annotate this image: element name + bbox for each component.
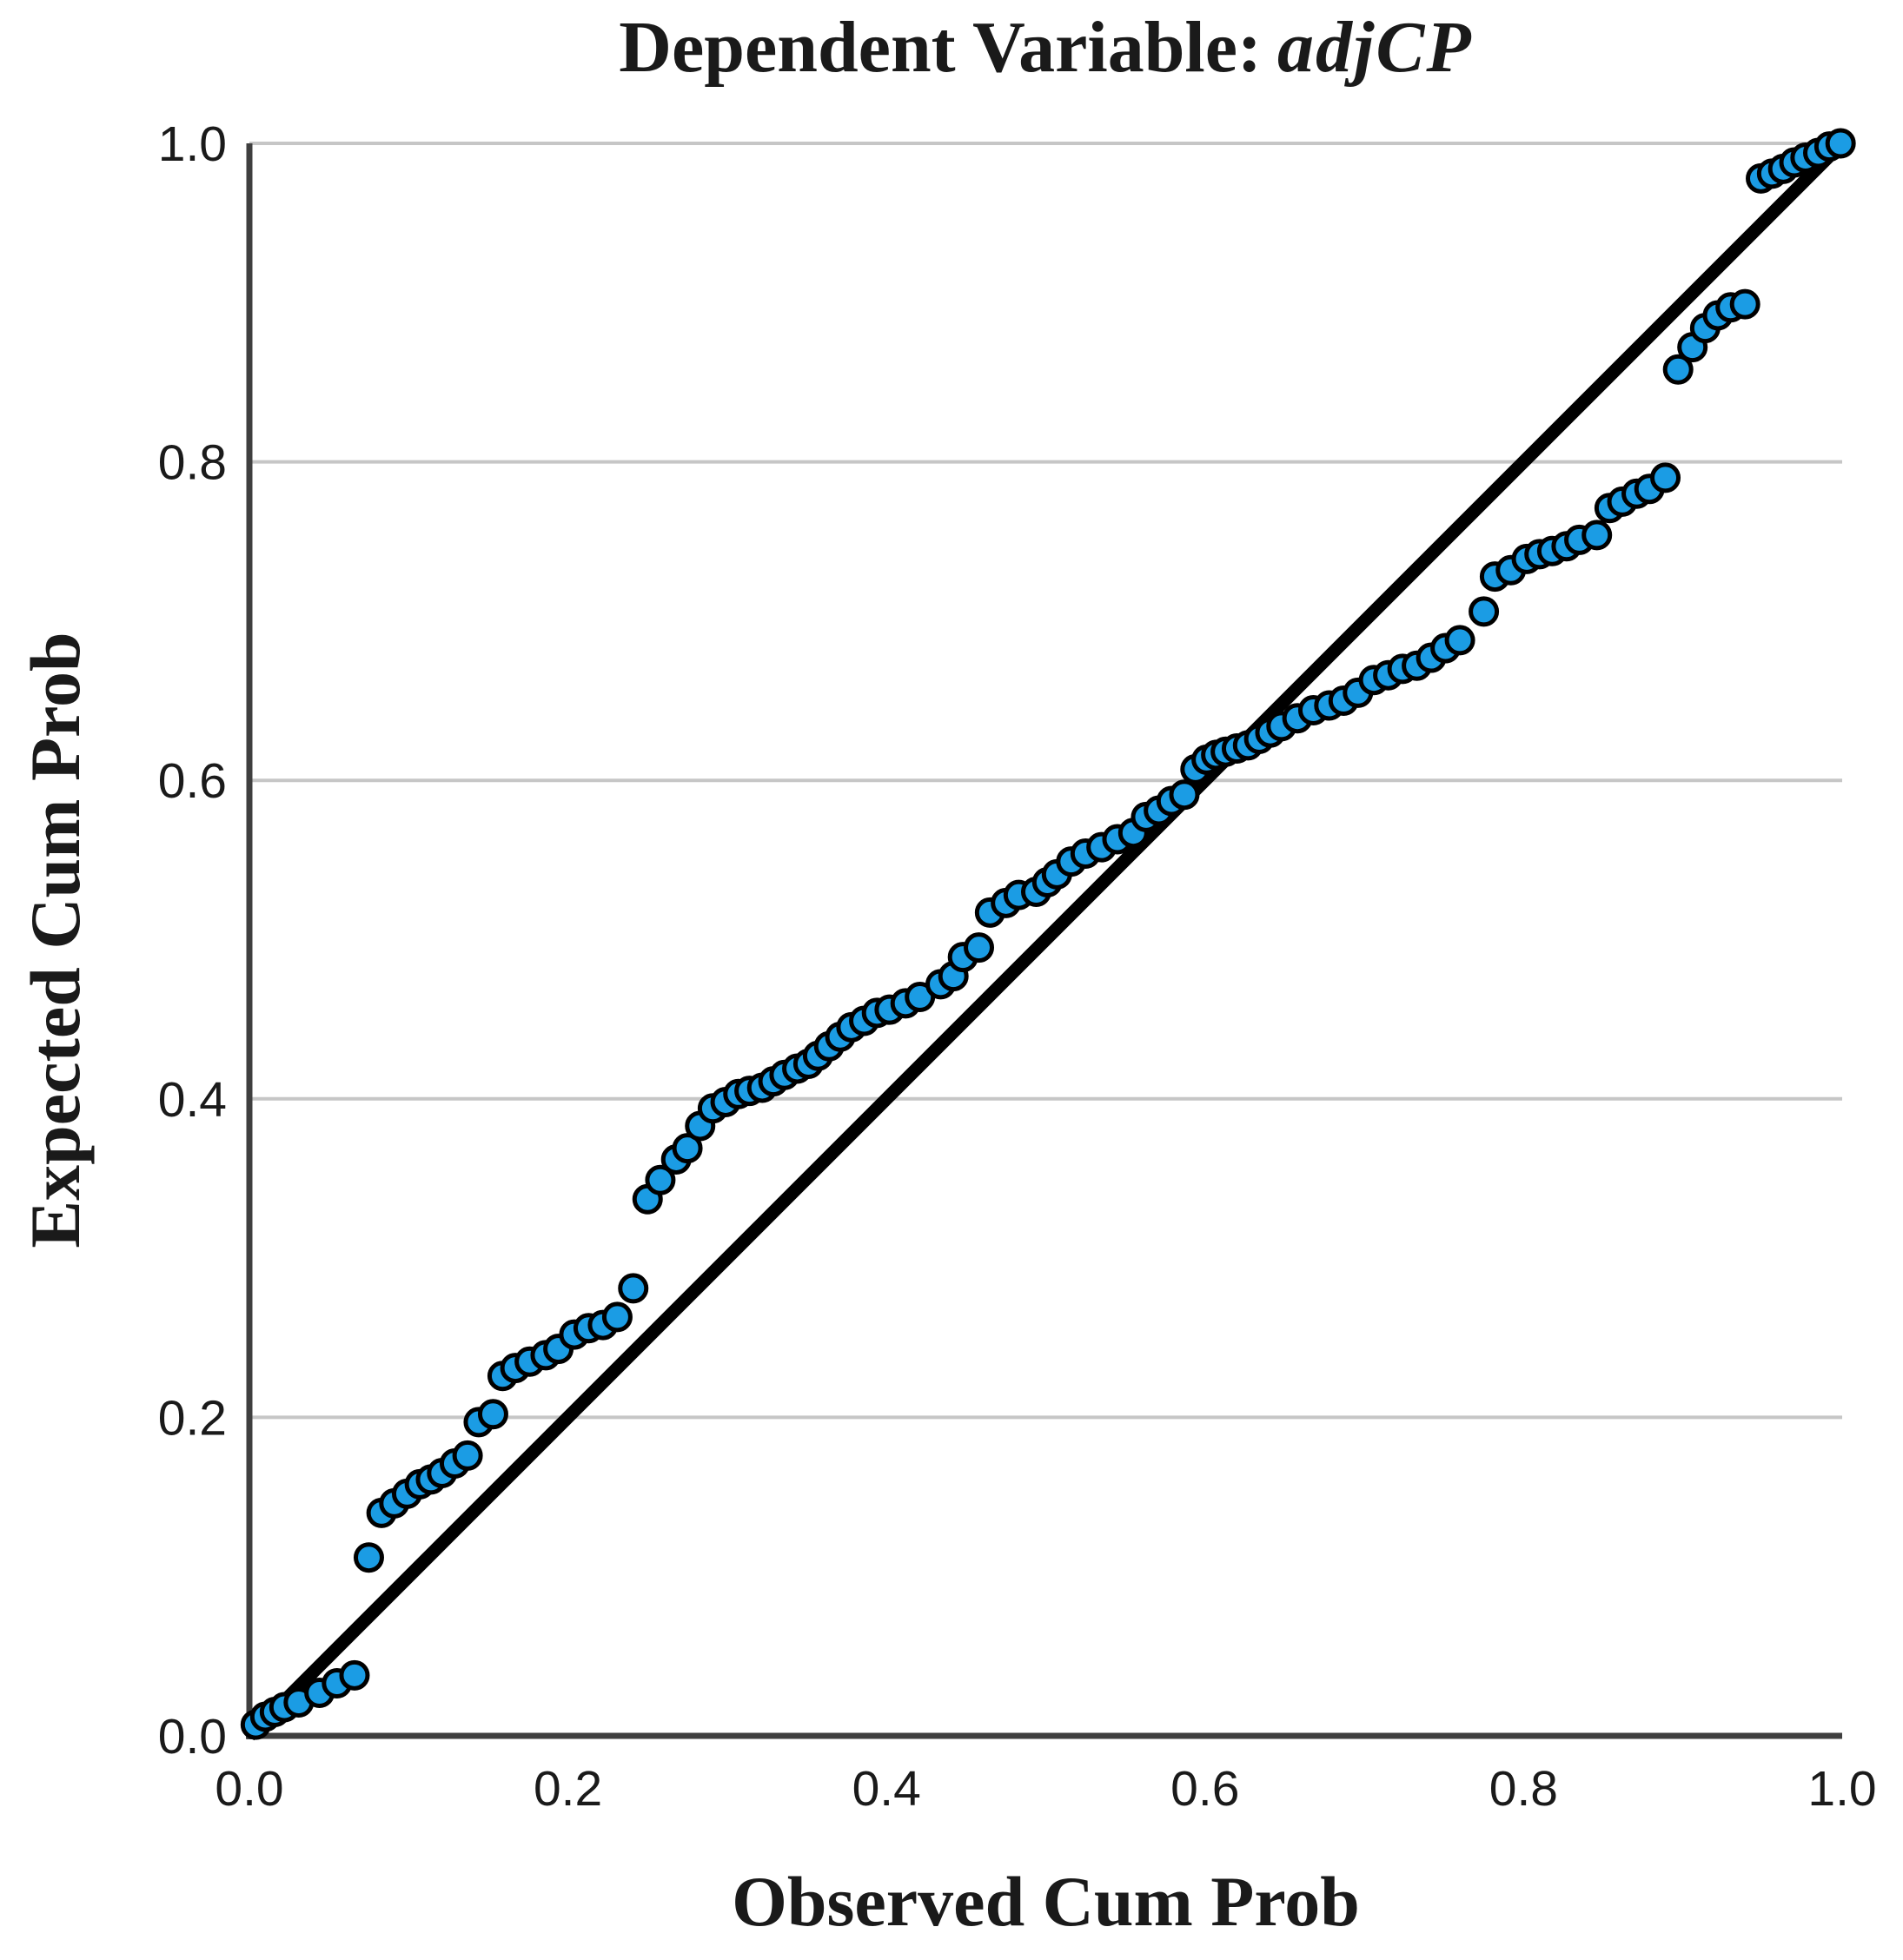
x-tick-label: 0.6: [1170, 1761, 1239, 1817]
reference-line: [244, 138, 1847, 1741]
data-point: [1581, 520, 1613, 551]
data-point: [618, 1273, 649, 1304]
data-point: [339, 1659, 370, 1691]
data-point: [601, 1301, 633, 1333]
data-point: [1650, 462, 1681, 493]
data-point: [645, 1164, 676, 1195]
x-tick-label: 0.4: [852, 1761, 921, 1817]
y-tick-label: 0.6: [158, 753, 227, 809]
x-tick-label: 1.0: [1807, 1761, 1876, 1817]
data-point: [1729, 288, 1760, 320]
chart-title-prefix: Dependent Variable:: [619, 7, 1263, 88]
data-point: [353, 1542, 384, 1573]
y-tick-label: 1.0: [158, 116, 227, 172]
y-tick-label: 0.0: [158, 1709, 227, 1765]
x-tick-label: 0.2: [534, 1761, 602, 1817]
x-axis-title: Observed Cum Prob: [732, 1862, 1360, 1941]
x-tick-label: 0.8: [1489, 1761, 1558, 1817]
data-point: [1444, 625, 1475, 656]
data-point: [1469, 596, 1500, 627]
y-tick-label: 0.8: [158, 435, 227, 491]
data-point: [1169, 779, 1200, 811]
y-tick-label: 0.2: [158, 1390, 227, 1446]
data-point: [964, 932, 995, 963]
data-point: [477, 1399, 508, 1430]
data-point: [672, 1133, 703, 1164]
data-point: [452, 1440, 483, 1471]
chart-title: Dependent Variable: adjCP: [249, 5, 1842, 89]
dependent-variable-name: adjCP: [1277, 7, 1473, 88]
y-tick-label: 0.4: [158, 1072, 227, 1128]
data-point: [1662, 354, 1694, 385]
data-point: [1825, 128, 1856, 159]
x-tick-label: 0.0: [215, 1761, 283, 1817]
